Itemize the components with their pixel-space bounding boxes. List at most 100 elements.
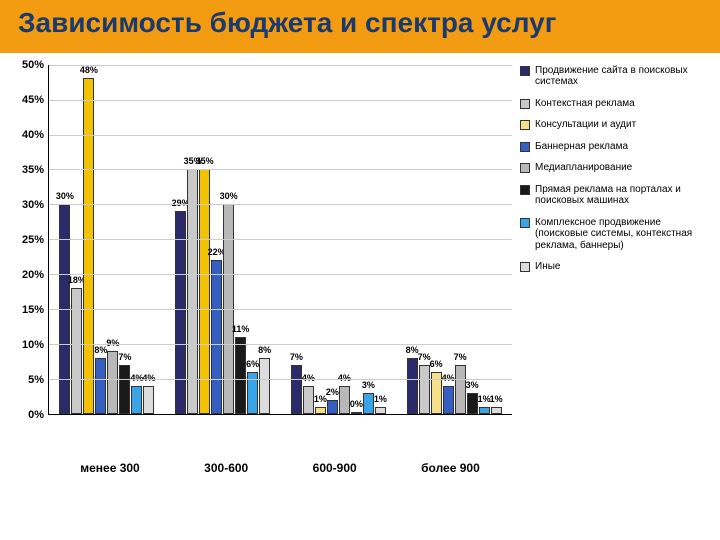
bar: 1% — [375, 407, 386, 414]
gridline — [49, 135, 512, 136]
bar-group: 8%7%6%4%7%3%1%1% — [407, 358, 502, 414]
bar-group: 29%35%35%22%30%11%6%8% — [175, 169, 270, 414]
legend-label: Баннерная реклама — [535, 141, 628, 153]
gridline — [49, 100, 512, 101]
bar: 4% — [443, 386, 454, 414]
legend-item: Баннерная реклама — [520, 141, 712, 153]
bar-value-label: 35% — [196, 156, 214, 166]
legend-swatch — [520, 120, 530, 130]
gridline — [49, 344, 512, 345]
legend-label: Консультации и аудит — [535, 119, 636, 131]
bar: 8% — [407, 358, 418, 414]
gridline — [49, 204, 512, 205]
bar: 4% — [131, 386, 142, 414]
y-tick: 35% — [22, 164, 44, 176]
bar-value-label: 1% — [374, 394, 387, 404]
bar: 4% — [143, 386, 154, 414]
x-label: 300-600 — [204, 461, 248, 475]
bar-value-label: 3% — [466, 380, 479, 390]
legend-item: Консультации и аудит — [520, 119, 712, 131]
legend-label: Комплексное продвижение (поисковые систе… — [535, 217, 712, 252]
bar-value-label: 7% — [454, 352, 467, 362]
bar: 7% — [119, 365, 130, 414]
bar: 3% — [467, 393, 478, 414]
y-tick: 40% — [22, 129, 44, 141]
bar-value-label: 30% — [56, 191, 74, 201]
bar: 8% — [95, 358, 106, 414]
bar-value-label: 4% — [142, 373, 155, 383]
bar: 7% — [455, 365, 466, 414]
bar-group: 30%18%48%8%9%7%4%4% — [59, 78, 154, 414]
legend-item: Иные — [520, 261, 712, 273]
gridline — [49, 274, 512, 275]
bar: 7% — [419, 365, 430, 414]
bar: 35% — [199, 169, 210, 414]
legend-label: Контекстная реклама — [535, 98, 635, 110]
y-tick: 5% — [28, 374, 44, 386]
gridline — [49, 169, 512, 170]
slide-header: Зависимость бюджета и спектра услуг — [0, 0, 720, 53]
bar: 1% — [315, 407, 326, 414]
y-axis: 0%5%10%15%20%25%30%35%40%45%50% — [8, 65, 48, 415]
bar-value-label: 3% — [362, 380, 375, 390]
bar: 18% — [71, 288, 82, 414]
bar: 4% — [339, 386, 350, 414]
y-tick: 15% — [22, 304, 44, 316]
bar: 2% — [327, 400, 338, 414]
bar: 29% — [175, 211, 186, 414]
x-axis: менее 300300-600600-900более 900 — [48, 461, 512, 475]
bar-value-label: 48% — [80, 65, 98, 75]
bar-value-label: 6% — [246, 359, 259, 369]
bar-value-label: 11% — [232, 324, 250, 334]
y-tick: 30% — [22, 199, 44, 211]
legend-swatch — [520, 66, 530, 76]
bar: 9% — [107, 351, 118, 414]
legend-swatch — [520, 185, 530, 195]
legend-swatch — [520, 163, 530, 173]
legend-swatch — [520, 142, 530, 152]
plot-area: 30%18%48%8%9%7%4%4%29%35%35%22%30%11%6%8… — [48, 65, 512, 415]
legend-swatch — [520, 262, 530, 272]
bar-value-label: 4% — [302, 373, 315, 383]
bar-value-label: 1% — [490, 394, 503, 404]
bar: 4% — [303, 386, 314, 414]
gridline — [49, 379, 512, 380]
legend-item: Контекстная реклама — [520, 98, 712, 110]
legend-swatch — [520, 218, 530, 228]
bar: 48% — [83, 78, 94, 414]
gridline — [49, 239, 512, 240]
bar-value-label: 4% — [338, 373, 351, 383]
y-tick: 20% — [22, 269, 44, 281]
bar: 1% — [479, 407, 490, 414]
y-tick: 50% — [22, 59, 44, 71]
legend-swatch — [520, 99, 530, 109]
x-label: 600-900 — [313, 461, 357, 475]
bar: 11% — [235, 337, 246, 414]
legend-label: Продвижение сайта в поисковых системах — [535, 65, 712, 88]
y-tick: 45% — [22, 94, 44, 106]
y-tick: 10% — [22, 339, 44, 351]
legend-item: Комплексное продвижение (поисковые систе… — [520, 217, 712, 252]
gridline — [49, 65, 512, 66]
slide-title: Зависимость бюджета и спектра услуг — [18, 8, 702, 39]
y-tick: 25% — [22, 234, 44, 246]
bar: 35% — [187, 169, 198, 414]
legend-label: Иные — [535, 261, 560, 273]
legend-label: Прямая реклама на порталах и поисковых м… — [535, 184, 712, 207]
legend-item: Прямая реклама на порталах и поисковых м… — [520, 184, 712, 207]
bar-value-label: 8% — [258, 345, 271, 355]
x-label: менее 300 — [80, 461, 140, 475]
bar: 3% — [363, 393, 374, 414]
bar-value-label: 4% — [442, 373, 455, 383]
bar-value-label: 9% — [106, 338, 119, 348]
y-tick: 0% — [28, 409, 44, 421]
bar: 7% — [291, 365, 302, 414]
bar: 0% — [351, 412, 362, 414]
bar-value-label: 7% — [290, 352, 303, 362]
bar-group: 7%4%1%2%4%0%3%1% — [291, 365, 386, 414]
bar-value-label: 2% — [326, 387, 339, 397]
bar-value-label: 7% — [118, 352, 131, 362]
bar-value-label: 6% — [430, 359, 443, 369]
bar: 1% — [491, 407, 502, 414]
gridline — [49, 309, 512, 310]
